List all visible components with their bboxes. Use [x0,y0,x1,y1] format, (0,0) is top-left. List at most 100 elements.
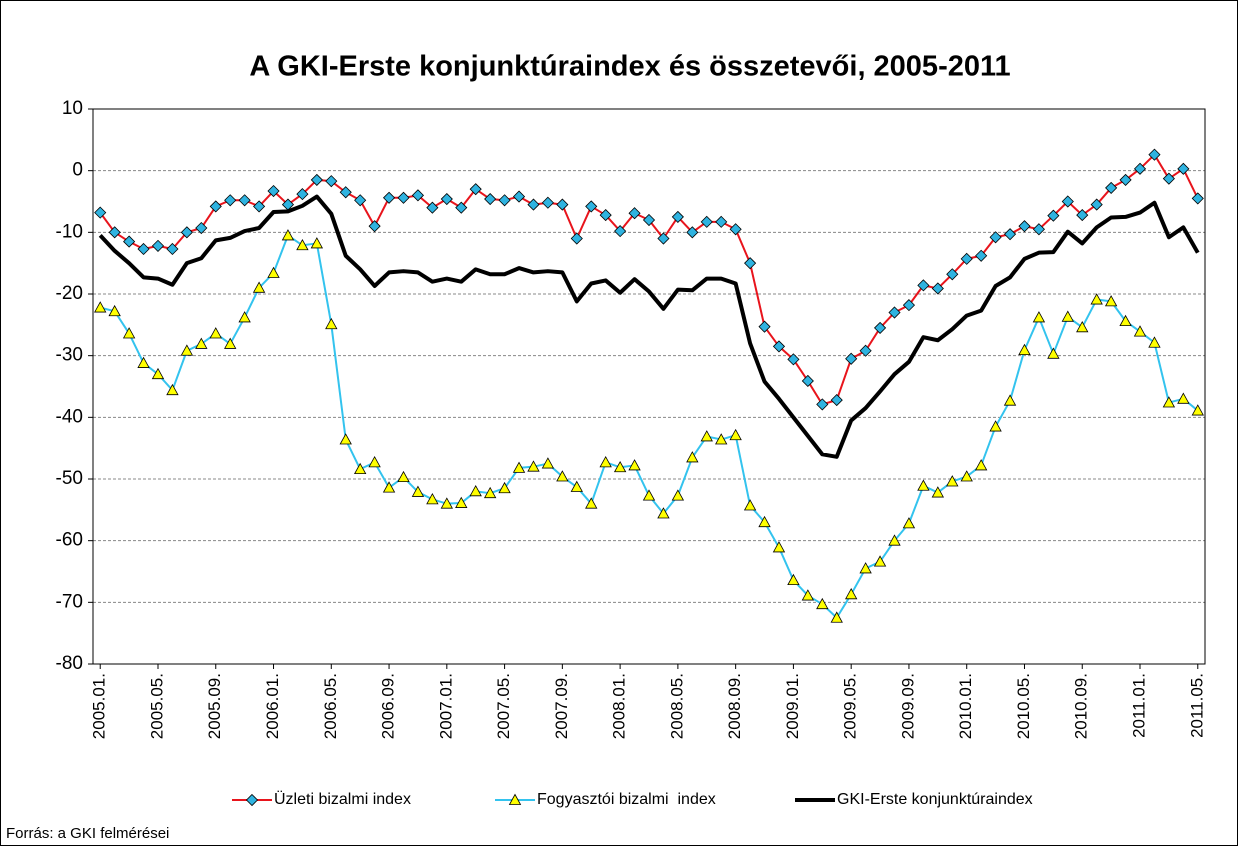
marker [1148,336,1161,348]
marker [151,367,165,380]
marker [700,430,713,442]
marker [1148,148,1161,161]
x-tick-label: 2008.01. [610,673,629,739]
marker [628,207,641,220]
x-tick-label: 2007.01. [436,673,455,739]
marker [137,356,150,368]
marker [902,299,916,312]
marker [1191,404,1204,416]
marker [642,489,656,501]
marker [498,481,511,494]
marker [1119,173,1132,186]
marker [512,190,526,203]
marker [715,433,728,445]
marker [122,327,136,339]
marker [94,301,107,313]
marker [108,304,121,317]
marker [382,191,396,204]
marker [238,311,251,323]
marker [267,184,280,198]
marker [772,340,786,353]
marker [1018,343,1031,356]
marker [339,186,352,199]
marker [411,485,425,497]
marker [614,225,627,238]
y-tick-label: -40 [56,406,83,427]
marker [1047,209,1060,222]
y-tick-label: -60 [56,530,83,551]
marker [1003,394,1017,406]
marker [715,215,728,228]
marker [527,198,540,211]
y-tick-label: -10 [56,221,83,242]
marker [1133,162,1147,175]
x-tick-label: 2006.09. [379,673,398,739]
marker [1061,310,1074,322]
marker [1104,295,1118,307]
marker [1162,396,1176,408]
chart-title: A GKI-Erste konjunktúraindex és összetev… [249,51,1010,83]
x-tick-label: 2005.01. [90,673,109,739]
marker [296,188,309,201]
marker [94,206,107,219]
marker [440,497,453,509]
y-tick-label: -50 [56,468,83,489]
marker [397,470,410,483]
marker [845,587,858,600]
marker [960,252,973,265]
marker [382,481,396,493]
marker [469,485,482,497]
marker [859,562,872,574]
marker [180,344,194,356]
marker [253,200,266,213]
marker [1003,228,1017,241]
marker [974,459,988,471]
marker [224,337,237,349]
marker [599,456,612,468]
y-tick-label: 10 [62,98,83,119]
marker [541,457,555,469]
marker [628,459,641,471]
marker [816,398,829,411]
marker [1162,172,1175,185]
marker [744,257,757,270]
marker [758,515,771,528]
marker [541,196,554,209]
marker [888,306,901,319]
marker [816,597,829,610]
x-tick-label: 2009.09. [898,673,917,739]
marker [469,183,482,196]
y-tick-label: -70 [56,591,83,612]
marker [1191,192,1204,205]
marker [585,200,598,213]
x-tick-label: 2010.05. [1014,673,1033,739]
marker [108,226,121,239]
marker [310,173,323,186]
marker [686,226,699,239]
marker [743,499,757,511]
marker [931,282,944,295]
marker [1076,320,1089,333]
marker [787,573,800,586]
x-tick-label: 2008.05. [667,673,686,739]
x-tick-label: 2011.05. [1187,673,1206,738]
x-tick-label: 2006.05. [321,673,340,739]
y-tick-label: -30 [56,345,83,366]
plot-border [92,108,1206,665]
x-tick-label: 2007.05. [494,673,513,739]
marker [224,194,237,207]
x-tick-label: 2010.09. [1072,673,1091,739]
marker [960,470,973,482]
marker [657,507,670,519]
marker [686,451,699,463]
marker [671,210,684,223]
marker [873,555,887,567]
marker [411,189,425,202]
marker [585,497,598,509]
marker [151,239,165,252]
marker [859,344,872,357]
marker [180,226,193,239]
marker [1133,325,1147,337]
source-note: Forrás: a GKI felmérései [6,825,169,842]
